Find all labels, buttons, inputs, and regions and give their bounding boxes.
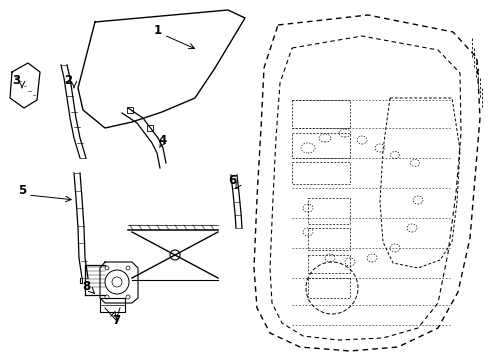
Text: 3: 3 <box>12 73 20 86</box>
Text: 6: 6 <box>227 174 236 186</box>
Text: 8: 8 <box>81 279 90 292</box>
Text: 5: 5 <box>18 184 26 197</box>
Bar <box>127 107 133 113</box>
Text: 2: 2 <box>64 73 72 86</box>
Bar <box>147 125 153 131</box>
Text: 4: 4 <box>159 134 167 147</box>
Text: 1: 1 <box>154 23 162 36</box>
Text: 7: 7 <box>112 314 120 327</box>
